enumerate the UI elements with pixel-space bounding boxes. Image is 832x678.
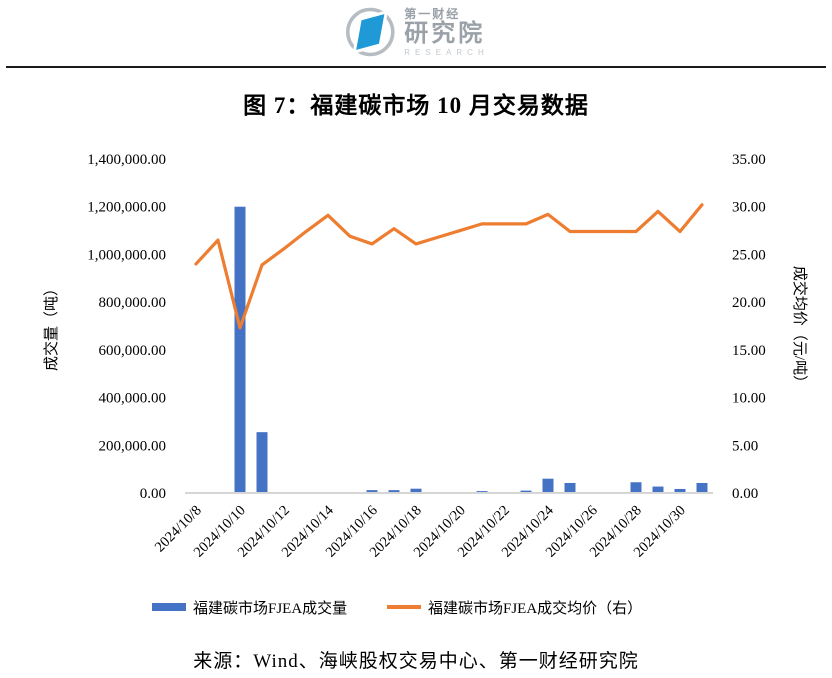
yicai-logo-icon <box>346 7 395 57</box>
left-axis-tick-label: 800,000.00 <box>99 295 167 311</box>
volume-bar <box>696 482 708 493</box>
left-axis-tick-label: 400,000.00 <box>99 391 167 407</box>
legend-item-volume: 福建碳市场FJEA成交量 <box>152 596 347 618</box>
price-line-swatch <box>387 605 421 609</box>
yicai-research-logo: 第一财经 研究院 RESEARCH <box>343 5 488 59</box>
chart-plot-area: 1,400,000.00 1,200,000.00 1,000,000.00 800,… <box>42 152 809 561</box>
logo-brand-name: 第一财经 <box>404 6 461 21</box>
right-axis-tick-label: 10.00 <box>732 391 766 407</box>
logo-institute-name: 研究院 <box>404 19 486 47</box>
left-axis-tick-label: 0.00 <box>140 486 166 502</box>
right-axis-tick-label: 15.00 <box>732 343 766 359</box>
legend-label-price: 福建碳市场FJEA成交均价（右） <box>428 600 643 617</box>
right-axis-tick-label: 25.00 <box>732 247 766 263</box>
price-line <box>194 203 704 330</box>
volume-bar-swatch <box>152 603 186 611</box>
chart-title: 图 7：福建碳市场 10 月交易数据 <box>243 93 589 118</box>
volume-bar <box>388 490 400 493</box>
right-axis-tick-label: 20.00 <box>732 295 766 311</box>
source-note: 来源：Wind、海峡股权交易中心、第一财经研究院 <box>193 651 639 672</box>
volume-bar <box>564 482 576 493</box>
right-axis-title: 成交均价（元/吨） <box>791 266 809 390</box>
volume-bar <box>652 486 664 493</box>
logo-research-caption: RESEARCH <box>404 47 489 57</box>
volume-bar <box>542 478 554 493</box>
header-divider <box>6 66 826 68</box>
right-axis-tick-label: 30.00 <box>732 200 766 216</box>
right-axis-tick-label: 0.00 <box>732 486 758 502</box>
volume-bar <box>366 490 378 493</box>
volume-bar <box>256 432 268 493</box>
left-axis-tick-label: 200,000.00 <box>99 438 167 454</box>
right-axis-tick-label: 5.00 <box>732 438 758 454</box>
legend-label-volume: 福建碳市场FJEA成交量 <box>193 600 348 617</box>
volume-bar <box>630 482 642 493</box>
left-axis-tick-label: 1,400,000.00 <box>87 152 166 168</box>
volume-bar <box>234 206 246 493</box>
chart-legend: 福建碳市场FJEA成交量 福建碳市场FJEA成交均价（右） <box>0 596 832 618</box>
left-axis-tick-label: 600,000.00 <box>99 343 167 359</box>
volume-bar <box>520 490 532 493</box>
left-axis-tick-label: 1,000,000.00 <box>87 247 166 263</box>
left-axis-title: 成交量（吨） <box>42 281 60 371</box>
left-axis-tick-label: 1,200,000.00 <box>87 200 166 216</box>
right-axis-tick-label: 35.00 <box>732 152 766 168</box>
volume-bar <box>410 488 422 493</box>
volume-bar <box>674 488 686 493</box>
legend-item-price: 福建碳市场FJEA成交均价（右） <box>387 596 642 618</box>
combo-chart: 1,400,000.00 1,200,000.00 1,000,000.00 800,… <box>0 130 832 590</box>
